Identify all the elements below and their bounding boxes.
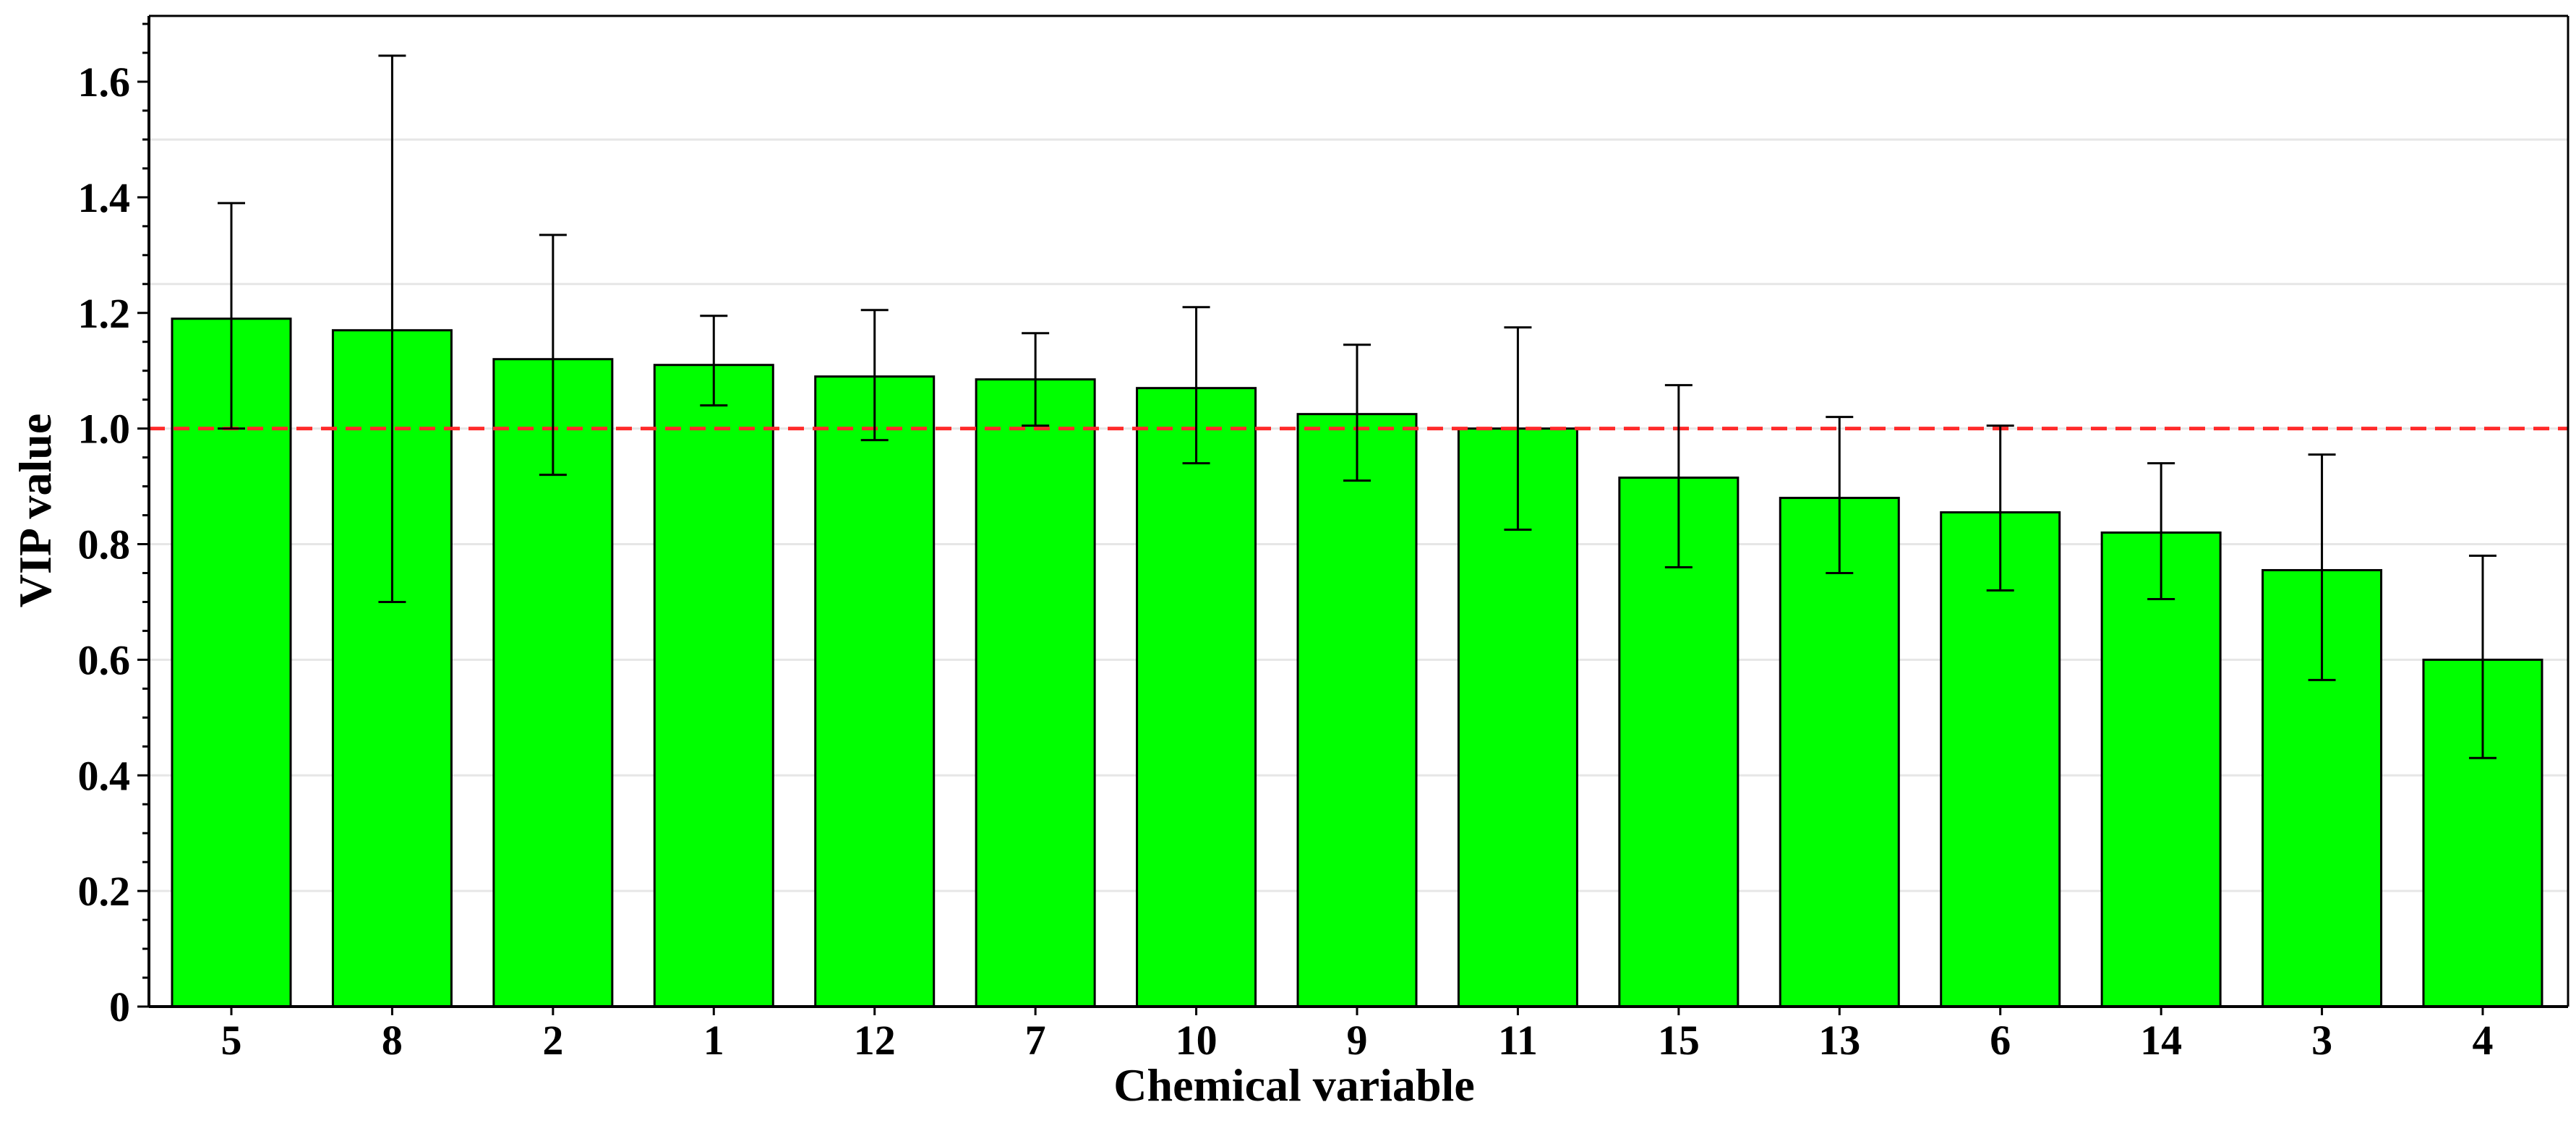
bar-9 [1296, 413, 1418, 1008]
x-tick-label-5: 5 [221, 1017, 242, 1064]
bar-6 [1940, 511, 2061, 1008]
y-tick-label: 0.8 [78, 521, 131, 568]
x-tick-label-8: 8 [382, 1017, 403, 1064]
y-tick-label: 1.0 [78, 406, 131, 453]
error-bar-13 [1826, 416, 1854, 574]
error-bar-1 [700, 315, 728, 407]
bar-13 [1779, 497, 1900, 1008]
bar-10 [1136, 387, 1257, 1008]
x-axis-title: Chemical variable [1113, 1059, 1474, 1111]
error-bar-14 [2147, 462, 2175, 600]
x-tick-label-11: 11 [1498, 1017, 1538, 1064]
error-bar-11 [1504, 326, 1532, 531]
error-bar-8 [378, 54, 406, 603]
error-bar-4 [2469, 554, 2496, 759]
y-tick-label: 0.4 [78, 752, 131, 799]
x-tick-label-6: 6 [1990, 1017, 2011, 1064]
error-bar-12 [860, 309, 889, 442]
y-tick-label: 0 [109, 983, 130, 1030]
x-tick-label-12: 12 [854, 1017, 896, 1064]
x-tick-label-14: 14 [2140, 1017, 2182, 1064]
error-bar-10 [1182, 306, 1210, 465]
y-tick-label: 0.6 [78, 636, 131, 683]
error-bar-6 [1986, 424, 2014, 592]
x-tick-label-10: 10 [1176, 1017, 1218, 1064]
bar-12 [814, 375, 936, 1008]
x-tick-label-9: 9 [1347, 1017, 1368, 1064]
y-axis-title: VIP value [9, 414, 61, 607]
axes [137, 14, 2569, 1015]
y-tick-label: 1.4 [78, 174, 131, 221]
error-bar-15 [1664, 384, 1693, 568]
error-bar-9 [1343, 343, 1371, 482]
bar-7 [975, 378, 1096, 1008]
x-tick-label-2: 2 [542, 1017, 563, 1064]
y-tick-label: 1.6 [78, 59, 131, 106]
x-tick-label-4: 4 [2473, 1017, 2494, 1064]
tick-labels: 0 0.2 0.4 0.6 0.8 1.0 1.2 1.4 1.6 5 8 2 1 12 7 10 9 11 15 1… [78, 59, 2494, 1064]
error-bar-5 [218, 202, 245, 430]
x-tick-label-13: 13 [1818, 1017, 1860, 1064]
bar-1 [653, 364, 774, 1008]
error-bars [218, 54, 2496, 759]
x-tick-label-3: 3 [2311, 1017, 2332, 1064]
error-bar-3 [2308, 453, 2336, 681]
x-tick-label-7: 7 [1025, 1017, 1046, 1064]
error-bar-7 [1022, 332, 1050, 427]
x-tick-label-1: 1 [703, 1017, 724, 1064]
y-tick-label: 1.2 [78, 290, 131, 337]
y-tick-label: 0.2 [78, 868, 131, 915]
x-tick-label-15: 15 [1658, 1017, 1700, 1064]
bar-14 [2100, 531, 2222, 1008]
error-bar-2 [539, 234, 567, 477]
